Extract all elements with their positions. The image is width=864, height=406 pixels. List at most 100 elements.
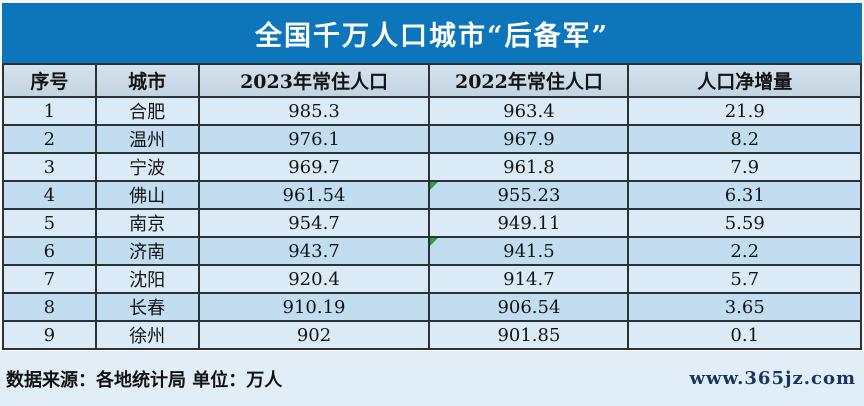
cell-value: 976.1 xyxy=(288,128,340,150)
cell-index: 5 xyxy=(2,208,97,238)
cell-value: 济南 xyxy=(129,242,166,263)
cell-value: 21.9 xyxy=(724,100,765,122)
table-footer: 数据来源：各地统计局 单位：万人 www.365jz.com xyxy=(0,350,864,406)
cell-pop-2023: 902 xyxy=(197,320,431,350)
cell-index: 3 xyxy=(2,152,97,182)
cell-pop-2022: 949.11 xyxy=(428,208,630,238)
cell-value: 941.5 xyxy=(503,240,555,262)
cell-net-gain: 2.2 xyxy=(627,236,862,266)
cell-index: 6 xyxy=(2,236,97,266)
cell-pop-2023: 985.3 xyxy=(197,96,431,126)
page-title: 全国千万人口城市“后备军” xyxy=(2,3,862,63)
cell-pop-2022: 901.85 xyxy=(428,320,630,350)
cell-pop-2023: 910.19 xyxy=(197,292,431,322)
cell-value: 8 xyxy=(43,296,56,318)
cell-value: 0.1 xyxy=(730,324,760,346)
table-row: 2 温州 976.1 967.9 8.2 xyxy=(2,124,862,154)
cell-value: 914.7 xyxy=(503,268,555,290)
cell-value: 954.7 xyxy=(288,212,340,234)
cell-pop-2022: 961.8 xyxy=(428,152,630,182)
table-row: 4 佛山 961.54 955.23 6.31 xyxy=(2,180,862,210)
cell-error-indicator-icon xyxy=(431,239,439,246)
cell-value: 宁波 xyxy=(129,158,166,179)
cell-value: 967.9 xyxy=(503,128,555,150)
cell-value: 902 xyxy=(296,324,332,346)
cell-value: 910.19 xyxy=(282,296,346,318)
header-index: 序号 xyxy=(2,63,97,98)
cell-value: 佛山 xyxy=(129,186,166,207)
cell-index: 8 xyxy=(2,292,97,322)
table-row: 8 长春 910.19 906.54 3.65 xyxy=(2,292,862,322)
cell-city: 佛山 xyxy=(94,180,200,210)
site-watermark: www.365jz.com xyxy=(689,368,856,389)
cell-pop-2023: 920.4 xyxy=(197,264,431,294)
cell-pop-2022: 914.7 xyxy=(428,264,630,294)
header-city: 城市 xyxy=(94,63,200,98)
cell-value: 5.7 xyxy=(730,268,760,290)
cell-value: 7.9 xyxy=(730,156,760,178)
table-row: 1 合肥 985.3 963.4 21.9 xyxy=(2,96,862,126)
cell-city: 徐州 xyxy=(94,320,200,350)
cell-value: 920.4 xyxy=(288,268,340,290)
cell-value: 985.3 xyxy=(288,100,340,122)
cell-city: 南京 xyxy=(94,208,200,238)
cell-value: 969.7 xyxy=(288,156,340,178)
cell-value: 3 xyxy=(43,156,56,178)
cell-city: 温州 xyxy=(94,124,200,154)
table-body: 1 合肥 985.3 963.4 21.9 2 温州 976.1 967.9 8.2 3 宁波 969.… xyxy=(2,96,862,350)
header-row: 序号 城市 2023年常住人口 2022年常住人口 人口净增量 xyxy=(2,63,862,98)
cell-pop-2023: 976.1 xyxy=(197,124,431,154)
table-row: 9 徐州 902 901.85 0.1 xyxy=(2,320,862,350)
cell-pop-2022: 906.54 xyxy=(428,292,630,322)
cell-value: 961.8 xyxy=(503,156,555,178)
cell-value: 961.54 xyxy=(282,184,346,206)
cell-index: 2 xyxy=(2,124,97,154)
cell-value: 徐州 xyxy=(129,326,166,347)
population-table: 序号 城市 2023年常住人口 2022年常住人口 人口净增量 1 合肥 985.3… xyxy=(2,63,862,350)
cell-pop-2023: 954.7 xyxy=(197,208,431,238)
cell-pop-2022: 967.9 xyxy=(428,124,630,154)
cell-value: 长春 xyxy=(129,298,166,319)
cell-index: 1 xyxy=(2,96,97,126)
cell-value: 2.2 xyxy=(730,240,760,262)
cell-value: 2 xyxy=(43,128,56,150)
cell-value: 6 xyxy=(43,240,56,262)
table-row: 3 宁波 969.7 961.8 7.9 xyxy=(2,152,862,182)
cell-pop-2022: 963.4 xyxy=(428,96,630,126)
data-source-note: 数据来源：各地统计局 单位：万人 xyxy=(6,369,283,391)
header-net-gain: 人口净增量 xyxy=(627,63,862,98)
cell-value: 906.54 xyxy=(497,296,561,318)
cell-value: 南京 xyxy=(129,214,166,235)
cell-pop-2022: 941.5 xyxy=(428,236,630,266)
header-pop-2022: 2022年常住人口 xyxy=(428,63,630,98)
cell-value: 5.59 xyxy=(724,212,765,234)
cell-net-gain: 3.65 xyxy=(627,292,862,322)
cell-net-gain: 8.2 xyxy=(627,124,862,154)
cell-net-gain: 7.9 xyxy=(627,152,862,182)
cell-net-gain: 6.31 xyxy=(627,180,862,210)
cell-value: 1 xyxy=(43,100,56,122)
table-header: 序号 城市 2023年常住人口 2022年常住人口 人口净增量 xyxy=(2,63,862,98)
cell-index: 4 xyxy=(2,180,97,210)
cell-value: 7 xyxy=(43,268,56,290)
cell-pop-2023: 961.54 xyxy=(197,180,431,210)
header-pop-2023: 2023年常住人口 xyxy=(197,63,431,98)
cell-value: 沈阳 xyxy=(129,270,166,291)
cell-value: 3.65 xyxy=(724,296,765,318)
cell-value: 温州 xyxy=(129,130,166,151)
cell-value: 4 xyxy=(43,184,56,206)
cell-pop-2022: 955.23 xyxy=(428,180,630,210)
table-row: 7 沈阳 920.4 914.7 5.7 xyxy=(2,264,862,294)
cell-city: 合肥 xyxy=(94,96,200,126)
cell-value: 963.4 xyxy=(503,100,555,122)
cell-net-gain: 5.7 xyxy=(627,264,862,294)
cell-city: 长春 xyxy=(94,292,200,322)
cell-value: 5 xyxy=(43,212,56,234)
cell-value: 8.2 xyxy=(730,128,760,150)
cell-value: 9 xyxy=(43,324,56,346)
cell-city: 沈阳 xyxy=(94,264,200,294)
cell-net-gain: 21.9 xyxy=(627,96,862,126)
cell-value: 943.7 xyxy=(288,240,340,262)
cell-value: 6.31 xyxy=(724,184,765,206)
